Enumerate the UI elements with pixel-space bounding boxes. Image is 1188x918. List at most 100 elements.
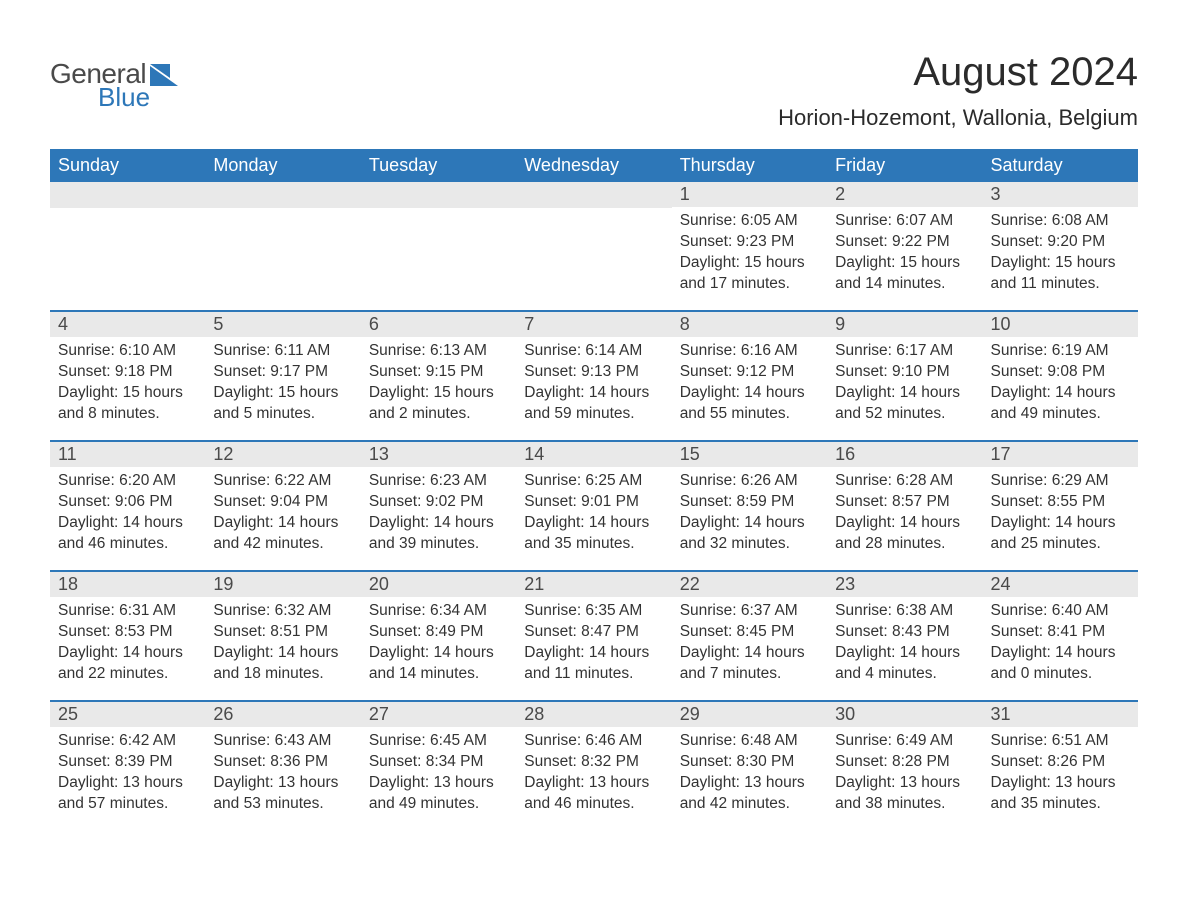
daylight-text: Daylight: 13 hours and 42 minutes. bbox=[680, 773, 819, 815]
sunrise-text: Sunrise: 6:51 AM bbox=[991, 731, 1130, 752]
dayname-thu: Thursday bbox=[672, 149, 827, 182]
sunset-text: Sunset: 9:20 PM bbox=[991, 232, 1130, 253]
daylight-text: Daylight: 13 hours and 35 minutes. bbox=[991, 773, 1130, 815]
daylight-text: Daylight: 15 hours and 2 minutes. bbox=[369, 383, 508, 425]
sunrise-text: Sunrise: 6:46 AM bbox=[524, 731, 663, 752]
brand-text: General Blue bbox=[50, 60, 150, 110]
day-cell: 24Sunrise: 6:40 AMSunset: 8:41 PMDayligh… bbox=[983, 572, 1138, 700]
day-body: Sunrise: 6:13 AMSunset: 9:15 PMDaylight:… bbox=[361, 337, 516, 433]
day-number bbox=[205, 182, 360, 208]
day-cell: 9Sunrise: 6:17 AMSunset: 9:10 PMDaylight… bbox=[827, 312, 982, 440]
day-number: 26 bbox=[205, 702, 360, 727]
day-number: 30 bbox=[827, 702, 982, 727]
sunrise-text: Sunrise: 6:43 AM bbox=[213, 731, 352, 752]
dayname-sat: Saturday bbox=[983, 149, 1138, 182]
sunrise-text: Sunrise: 6:07 AM bbox=[835, 211, 974, 232]
day-cell: 22Sunrise: 6:37 AMSunset: 8:45 PMDayligh… bbox=[672, 572, 827, 700]
day-cell: 26Sunrise: 6:43 AMSunset: 8:36 PMDayligh… bbox=[205, 702, 360, 830]
daylight-text: Daylight: 14 hours and 22 minutes. bbox=[58, 643, 197, 685]
day-cell: 11Sunrise: 6:20 AMSunset: 9:06 PMDayligh… bbox=[50, 442, 205, 570]
week-row: 4Sunrise: 6:10 AMSunset: 9:18 PMDaylight… bbox=[50, 310, 1138, 440]
daylight-text: Daylight: 14 hours and 11 minutes. bbox=[524, 643, 663, 685]
sunset-text: Sunset: 9:17 PM bbox=[213, 362, 352, 383]
day-body: Sunrise: 6:49 AMSunset: 8:28 PMDaylight:… bbox=[827, 727, 982, 823]
sunrise-text: Sunrise: 6:05 AM bbox=[680, 211, 819, 232]
sunrise-text: Sunrise: 6:38 AM bbox=[835, 601, 974, 622]
day-cell: 2Sunrise: 6:07 AMSunset: 9:22 PMDaylight… bbox=[827, 182, 982, 310]
day-cell bbox=[50, 182, 205, 310]
day-body: Sunrise: 6:48 AMSunset: 8:30 PMDaylight:… bbox=[672, 727, 827, 823]
day-cell: 8Sunrise: 6:16 AMSunset: 9:12 PMDaylight… bbox=[672, 312, 827, 440]
day-body: Sunrise: 6:34 AMSunset: 8:49 PMDaylight:… bbox=[361, 597, 516, 693]
daylight-text: Daylight: 14 hours and 32 minutes. bbox=[680, 513, 819, 555]
sunset-text: Sunset: 9:13 PM bbox=[524, 362, 663, 383]
sunrise-text: Sunrise: 6:34 AM bbox=[369, 601, 508, 622]
day-body: Sunrise: 6:45 AMSunset: 8:34 PMDaylight:… bbox=[361, 727, 516, 823]
day-number: 6 bbox=[361, 312, 516, 337]
sunset-text: Sunset: 9:12 PM bbox=[680, 362, 819, 383]
sunrise-text: Sunrise: 6:28 AM bbox=[835, 471, 974, 492]
sunset-text: Sunset: 9:04 PM bbox=[213, 492, 352, 513]
sunset-text: Sunset: 9:10 PM bbox=[835, 362, 974, 383]
sunset-text: Sunset: 9:01 PM bbox=[524, 492, 663, 513]
day-body: Sunrise: 6:51 AMSunset: 8:26 PMDaylight:… bbox=[983, 727, 1138, 823]
weeks-container: 1Sunrise: 6:05 AMSunset: 9:23 PMDaylight… bbox=[50, 182, 1138, 830]
sunrise-text: Sunrise: 6:32 AM bbox=[213, 601, 352, 622]
page-title: August 2024 bbox=[778, 50, 1138, 95]
day-cell bbox=[361, 182, 516, 310]
day-cell: 16Sunrise: 6:28 AMSunset: 8:57 PMDayligh… bbox=[827, 442, 982, 570]
sunset-text: Sunset: 8:26 PM bbox=[991, 752, 1130, 773]
day-cell: 25Sunrise: 6:42 AMSunset: 8:39 PMDayligh… bbox=[50, 702, 205, 830]
sunrise-text: Sunrise: 6:26 AM bbox=[680, 471, 819, 492]
sunrise-text: Sunrise: 6:23 AM bbox=[369, 471, 508, 492]
day-number: 5 bbox=[205, 312, 360, 337]
day-body: Sunrise: 6:26 AMSunset: 8:59 PMDaylight:… bbox=[672, 467, 827, 563]
day-cell: 20Sunrise: 6:34 AMSunset: 8:49 PMDayligh… bbox=[361, 572, 516, 700]
sunrise-text: Sunrise: 6:49 AM bbox=[835, 731, 974, 752]
day-number: 17 bbox=[983, 442, 1138, 467]
day-body: Sunrise: 6:46 AMSunset: 8:32 PMDaylight:… bbox=[516, 727, 671, 823]
daylight-text: Daylight: 14 hours and 4 minutes. bbox=[835, 643, 974, 685]
sunset-text: Sunset: 9:15 PM bbox=[369, 362, 508, 383]
daylight-text: Daylight: 14 hours and 55 minutes. bbox=[680, 383, 819, 425]
sunrise-text: Sunrise: 6:48 AM bbox=[680, 731, 819, 752]
sunrise-text: Sunrise: 6:31 AM bbox=[58, 601, 197, 622]
day-number: 11 bbox=[50, 442, 205, 467]
day-number: 24 bbox=[983, 572, 1138, 597]
day-cell: 4Sunrise: 6:10 AMSunset: 9:18 PMDaylight… bbox=[50, 312, 205, 440]
day-cell: 7Sunrise: 6:14 AMSunset: 9:13 PMDaylight… bbox=[516, 312, 671, 440]
dayname-mon: Monday bbox=[205, 149, 360, 182]
daylight-text: Daylight: 15 hours and 17 minutes. bbox=[680, 253, 819, 295]
day-body: Sunrise: 6:14 AMSunset: 9:13 PMDaylight:… bbox=[516, 337, 671, 433]
day-body: Sunrise: 6:40 AMSunset: 8:41 PMDaylight:… bbox=[983, 597, 1138, 693]
daylight-text: Daylight: 13 hours and 53 minutes. bbox=[213, 773, 352, 815]
day-body: Sunrise: 6:38 AMSunset: 8:43 PMDaylight:… bbox=[827, 597, 982, 693]
day-body: Sunrise: 6:10 AMSunset: 9:18 PMDaylight:… bbox=[50, 337, 205, 433]
brand-logo: General Blue bbox=[50, 50, 184, 110]
sunset-text: Sunset: 8:32 PM bbox=[524, 752, 663, 773]
brand-flag-icon bbox=[150, 64, 184, 86]
week-row: 1Sunrise: 6:05 AMSunset: 9:23 PMDaylight… bbox=[50, 182, 1138, 310]
day-cell: 12Sunrise: 6:22 AMSunset: 9:04 PMDayligh… bbox=[205, 442, 360, 570]
day-number: 2 bbox=[827, 182, 982, 207]
sunset-text: Sunset: 8:49 PM bbox=[369, 622, 508, 643]
daylight-text: Daylight: 14 hours and 14 minutes. bbox=[369, 643, 508, 685]
header-row: General Blue August 2024 Horion-Hozemont… bbox=[50, 50, 1138, 131]
day-cell: 5Sunrise: 6:11 AMSunset: 9:17 PMDaylight… bbox=[205, 312, 360, 440]
daylight-text: Daylight: 14 hours and 42 minutes. bbox=[213, 513, 352, 555]
day-number: 28 bbox=[516, 702, 671, 727]
daylight-text: Daylight: 14 hours and 52 minutes. bbox=[835, 383, 974, 425]
sunset-text: Sunset: 9:23 PM bbox=[680, 232, 819, 253]
day-cell: 10Sunrise: 6:19 AMSunset: 9:08 PMDayligh… bbox=[983, 312, 1138, 440]
day-number bbox=[516, 182, 671, 208]
sunrise-text: Sunrise: 6:20 AM bbox=[58, 471, 197, 492]
sunset-text: Sunset: 9:08 PM bbox=[991, 362, 1130, 383]
day-body: Sunrise: 6:11 AMSunset: 9:17 PMDaylight:… bbox=[205, 337, 360, 433]
day-number: 15 bbox=[672, 442, 827, 467]
day-number: 4 bbox=[50, 312, 205, 337]
day-number: 12 bbox=[205, 442, 360, 467]
day-number: 31 bbox=[983, 702, 1138, 727]
daylight-text: Daylight: 13 hours and 46 minutes. bbox=[524, 773, 663, 815]
day-body: Sunrise: 6:28 AMSunset: 8:57 PMDaylight:… bbox=[827, 467, 982, 563]
day-body: Sunrise: 6:19 AMSunset: 9:08 PMDaylight:… bbox=[983, 337, 1138, 433]
